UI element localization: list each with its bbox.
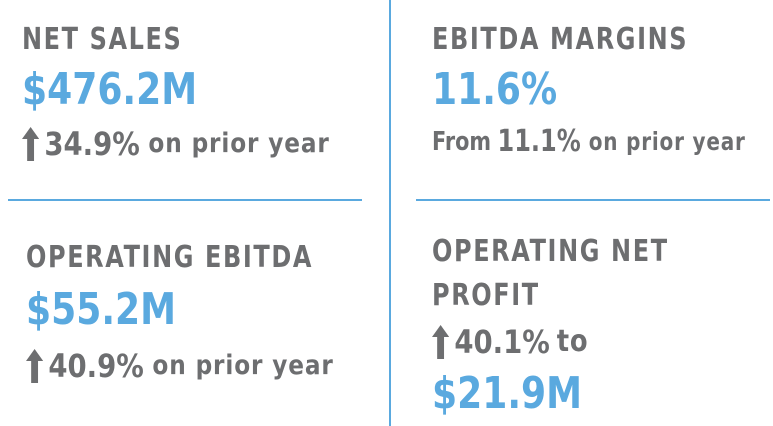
ebitda-margins-from-label: From: [432, 127, 492, 157]
ebitda-margins-value: 11.6%: [432, 64, 558, 115]
up-arrow-icon: [26, 349, 44, 383]
up-arrow-icon: [22, 127, 40, 161]
operating-ebitda-value: $55.2M: [26, 284, 177, 335]
net-sales-value: $476.2M: [22, 64, 198, 115]
ebitda-margins-panel: EBITDA MARGINS 11.6% From 11.1% on prior…: [432, 20, 773, 162]
horizontal-divider-left: [8, 199, 362, 201]
operating-net-profit-value: $21.9M: [432, 368, 583, 419]
operating-net-profit-panel: OPERATING NET PROFIT 40.1% to $21.9M: [432, 232, 728, 420]
net-sales-panel: NET SALES $476.2M 34.9% on prior year: [22, 20, 380, 164]
operating-net-profit-title-line2: PROFIT: [432, 278, 540, 313]
up-arrow-icon: [432, 325, 450, 359]
operating-ebitda-panel: OPERATING EBITDA $55.2M 40.9% on prior y…: [26, 238, 385, 386]
net-sales-title: NET SALES: [22, 22, 183, 57]
operating-ebitda-title: OPERATING EBITDA: [26, 240, 314, 275]
operating-ebitda-change-pct: 40.9%: [48, 347, 144, 385]
ebitda-margins-from-value: 11.1%: [497, 124, 581, 159]
ebitda-margins-change: From 11.1% on prior year: [432, 122, 746, 162]
net-sales-change-pct: 34.9%: [44, 125, 140, 163]
operating-net-profit-change: 40.1% to: [432, 322, 686, 362]
net-sales-change-suffix: on prior year: [148, 128, 330, 159]
horizontal-divider-right: [416, 199, 770, 201]
ebitda-margins-title: EBITDA MARGINS: [432, 22, 689, 57]
operating-net-profit-change-pct: 40.1%: [454, 323, 550, 361]
operating-net-profit-title-line1: OPERATING NET: [432, 234, 669, 269]
operating-net-profit-change-suffix: to: [556, 324, 589, 359]
vertical-divider: [389, 0, 391, 426]
operating-ebitda-change: 40.9% on prior year: [26, 346, 335, 386]
ebitda-margins-suffix: on prior year: [588, 127, 746, 156]
operating-ebitda-change-suffix: on prior year: [152, 350, 334, 381]
net-sales-change: 34.9% on prior year: [22, 124, 330, 164]
